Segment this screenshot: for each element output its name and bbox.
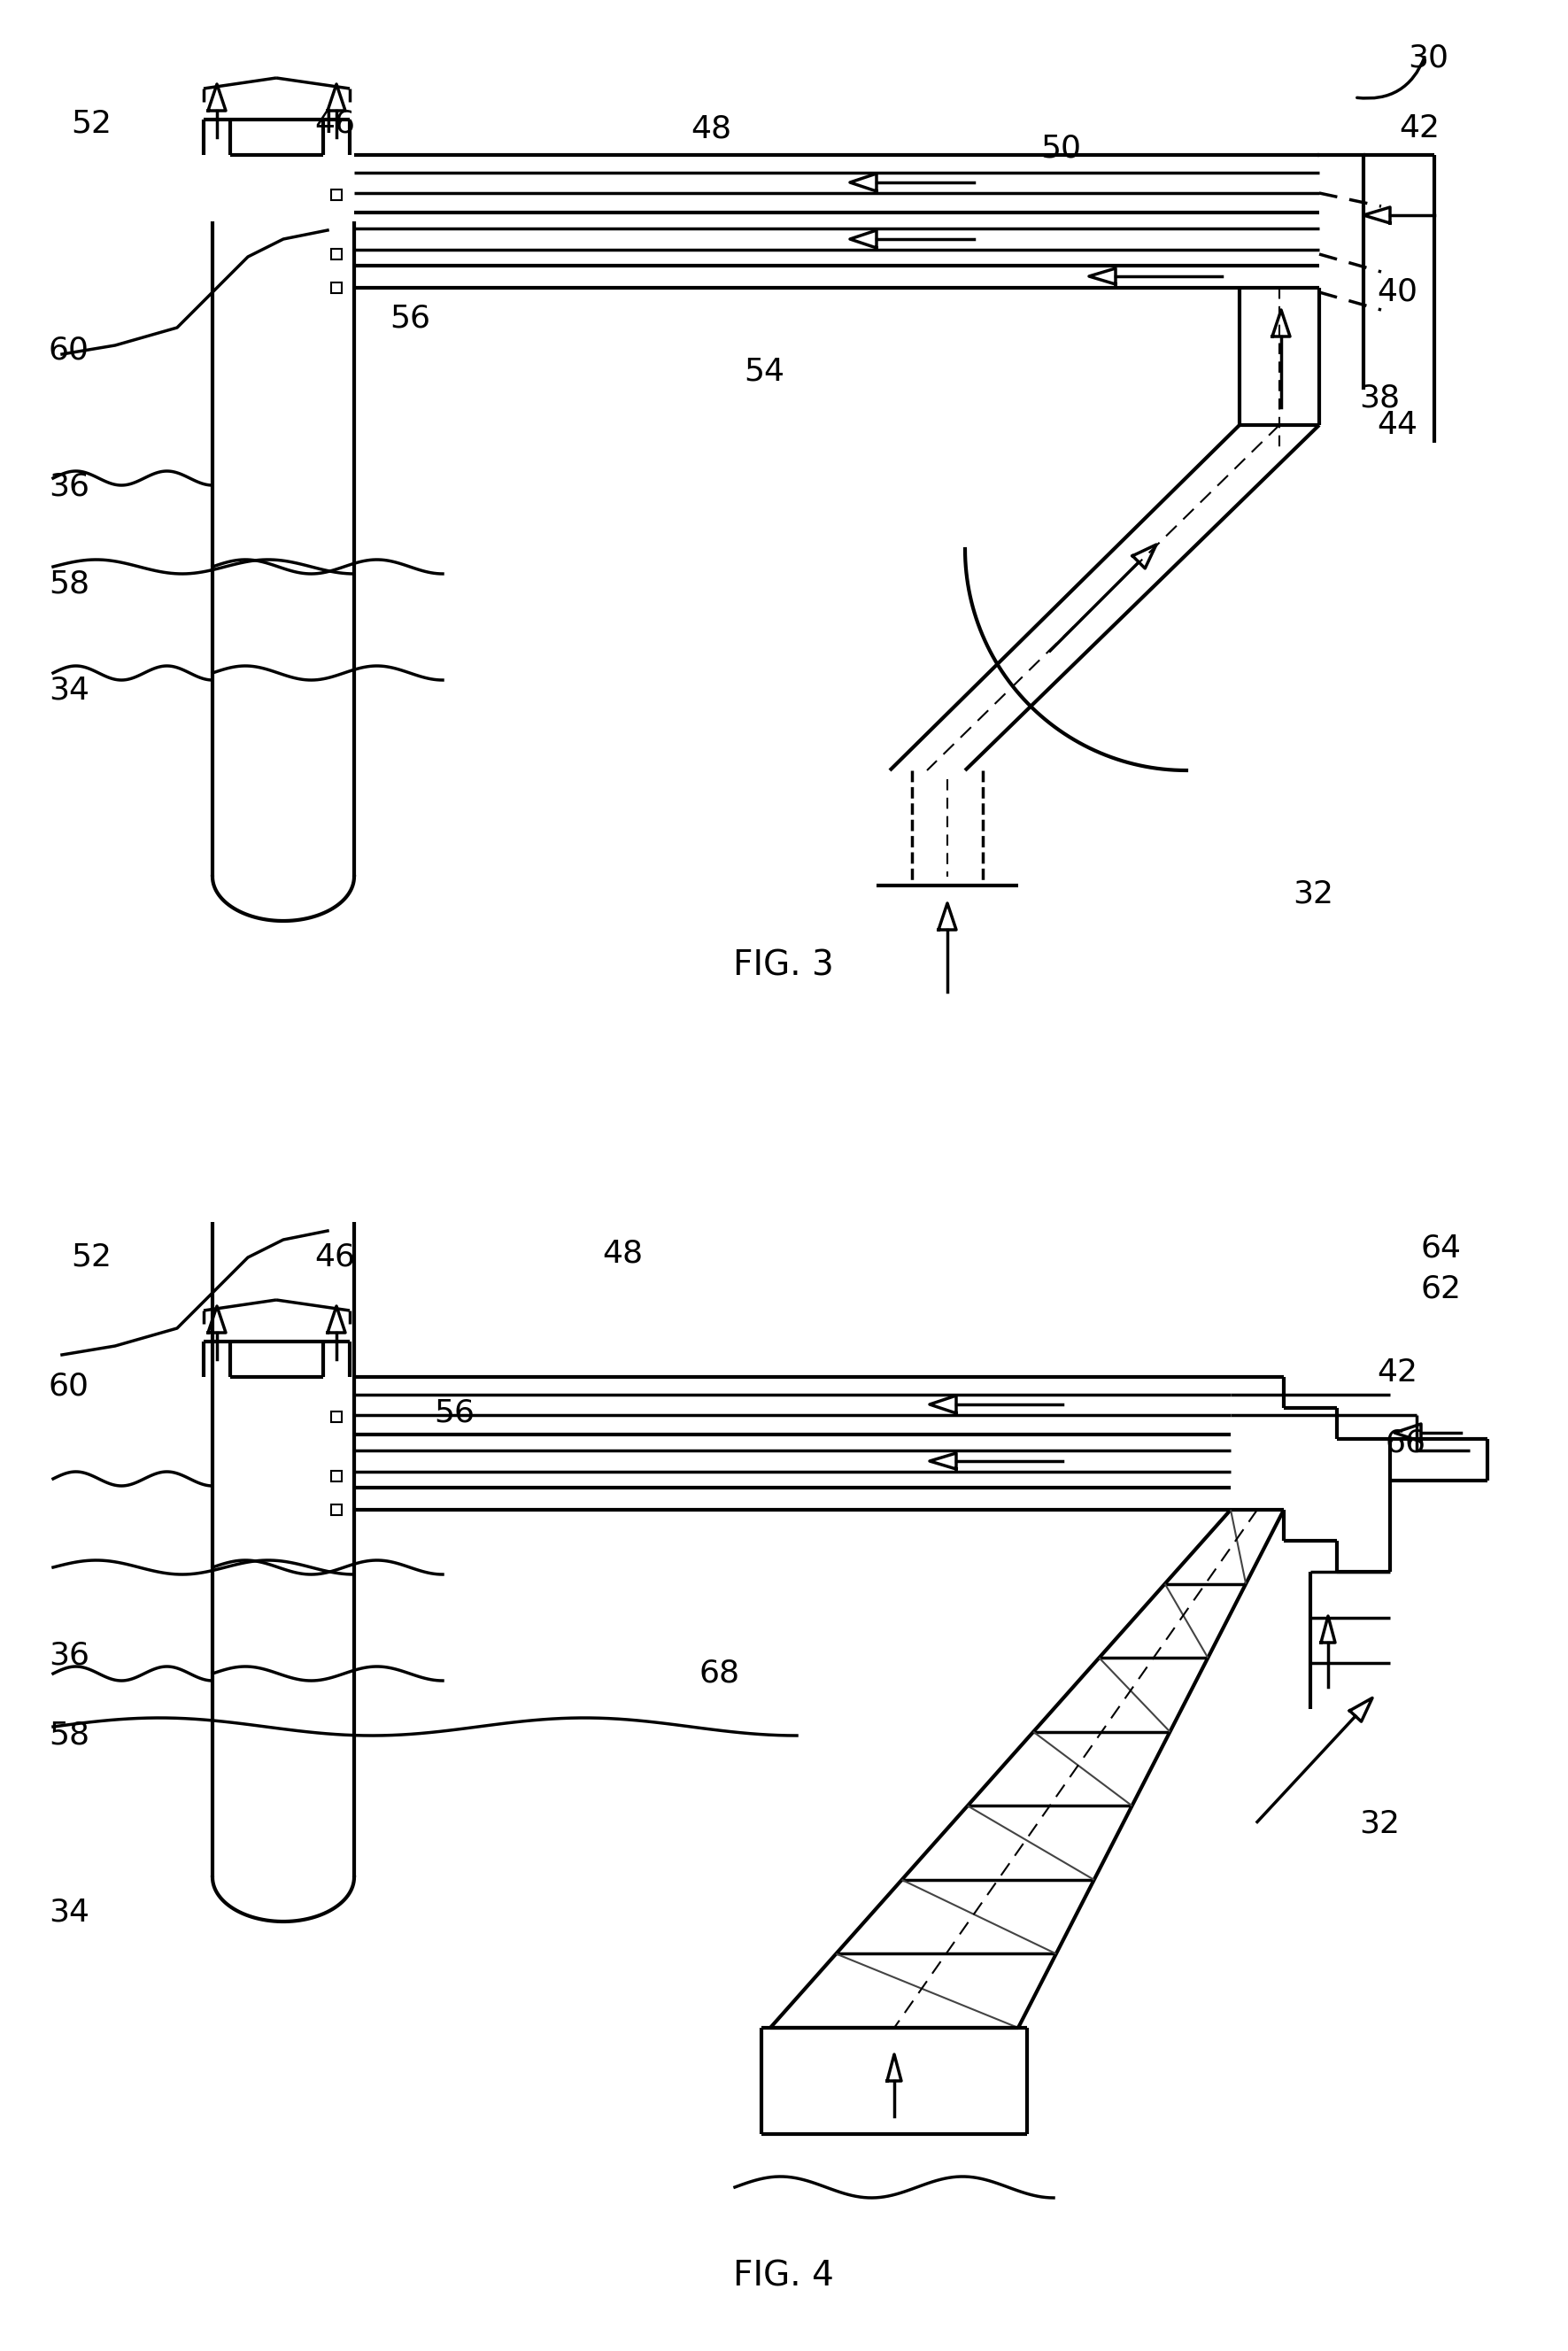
Polygon shape: [939, 903, 956, 929]
Polygon shape: [1350, 1697, 1372, 1721]
Bar: [331, 282, 342, 294]
Polygon shape: [209, 1307, 226, 1333]
Bar: [331, 1505, 342, 1514]
Text: 46: 46: [314, 1241, 354, 1272]
Text: 30: 30: [1408, 42, 1449, 73]
Polygon shape: [209, 85, 226, 110]
Text: 58: 58: [49, 1721, 89, 1751]
Bar: [331, 1472, 342, 1481]
Text: 66: 66: [1386, 1429, 1427, 1458]
Text: 42: 42: [1377, 1357, 1417, 1387]
Bar: [331, 1411, 342, 1422]
Text: 48: 48: [602, 1239, 643, 1267]
Text: 48: 48: [690, 113, 731, 143]
Polygon shape: [328, 85, 345, 110]
Text: 44: 44: [1377, 409, 1417, 440]
Text: FIG. 4: FIG. 4: [734, 2259, 834, 2292]
Text: 64: 64: [1421, 1234, 1461, 1262]
Text: 32: 32: [1292, 879, 1333, 910]
Text: 54: 54: [743, 357, 784, 388]
Text: 36: 36: [49, 473, 89, 503]
Text: 34: 34: [49, 675, 89, 705]
Text: 36: 36: [49, 1641, 89, 1672]
Bar: [331, 249, 342, 259]
Text: 60: 60: [49, 1371, 89, 1401]
Text: 46: 46: [314, 108, 354, 139]
Polygon shape: [1394, 1425, 1421, 1441]
Text: 56: 56: [389, 303, 430, 334]
Text: 68: 68: [699, 1657, 740, 1688]
Polygon shape: [328, 1307, 345, 1333]
Polygon shape: [887, 2055, 902, 2081]
Polygon shape: [1364, 207, 1391, 223]
Text: 52: 52: [71, 108, 111, 139]
Polygon shape: [1090, 268, 1115, 284]
Text: 32: 32: [1359, 1808, 1400, 1838]
Polygon shape: [1272, 310, 1290, 336]
Text: 60: 60: [49, 334, 89, 364]
Text: 40: 40: [1377, 277, 1417, 308]
Text: 56: 56: [434, 1396, 475, 1427]
Polygon shape: [1132, 545, 1156, 569]
Text: FIG. 3: FIG. 3: [734, 947, 834, 983]
Polygon shape: [850, 174, 877, 190]
Text: 62: 62: [1421, 1274, 1461, 1302]
Bar: [331, 190, 342, 200]
Text: 38: 38: [1359, 383, 1400, 414]
Text: 34: 34: [49, 1897, 89, 1928]
Text: 52: 52: [71, 1241, 111, 1272]
Polygon shape: [930, 1453, 956, 1469]
Text: 58: 58: [49, 569, 89, 600]
Text: 50: 50: [1040, 134, 1080, 165]
Text: 42: 42: [1399, 113, 1439, 143]
Polygon shape: [850, 230, 877, 247]
Polygon shape: [930, 1396, 956, 1413]
Polygon shape: [1320, 1615, 1334, 1643]
